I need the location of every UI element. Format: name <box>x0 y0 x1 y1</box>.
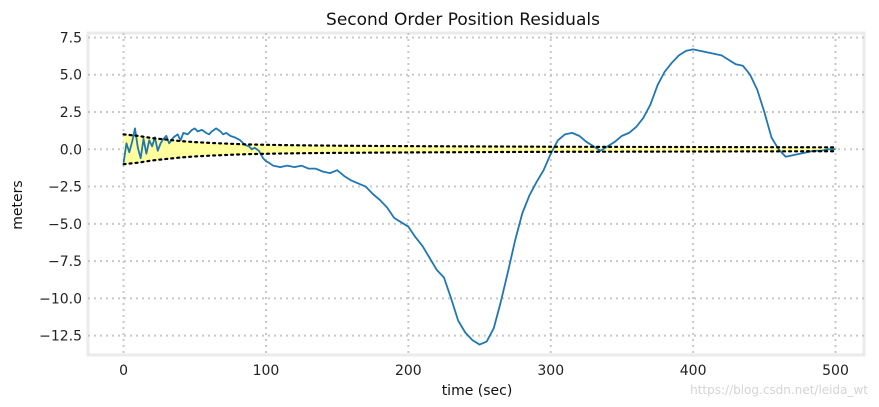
y-tick-label: 7.5 <box>60 30 82 46</box>
std-upper-bound <box>122 133 837 149</box>
std-band-layer <box>123 134 836 165</box>
x-tick-label: 400 <box>680 363 707 379</box>
residual-line <box>122 48 836 346</box>
y-tick-label: −2.5 <box>48 180 82 196</box>
x-axis-label: time (sec) <box>442 383 513 399</box>
chart-title: Second Order Position Residuals <box>326 10 600 30</box>
x-tick-label: 300 <box>537 363 564 379</box>
y-tick-label: −7.5 <box>48 254 82 270</box>
std-band-fill <box>123 134 836 165</box>
y-tick-label: 5.0 <box>60 68 82 84</box>
plot-area <box>86 31 866 357</box>
x-tick-label: 0 <box>119 363 128 379</box>
std-lower-bound <box>122 150 837 166</box>
y-tick-label: 0.0 <box>60 142 82 158</box>
x-tick-labels: 0 100 200 300 400 500 <box>119 363 849 379</box>
y-axis-label: meters <box>10 180 26 229</box>
watermark: https://blog.csdn.net/leida_wt <box>690 383 868 397</box>
y-tick-label: −12.5 <box>39 329 82 345</box>
y-tick-label: −10.0 <box>39 291 82 307</box>
x-tick-label: 100 <box>253 363 280 379</box>
y-tick-label: 2.5 <box>60 105 82 121</box>
y-tick-labels: 7.5 5.0 2.5 0.0 −2.5 −5.0 −7.5 −10.0 −12.5 <box>39 30 82 344</box>
x-tick-label: 500 <box>822 363 849 379</box>
y-tick-label: −5.0 <box>48 217 82 233</box>
residual-line-layer <box>122 48 837 346</box>
x-tick-label: 200 <box>395 363 422 379</box>
